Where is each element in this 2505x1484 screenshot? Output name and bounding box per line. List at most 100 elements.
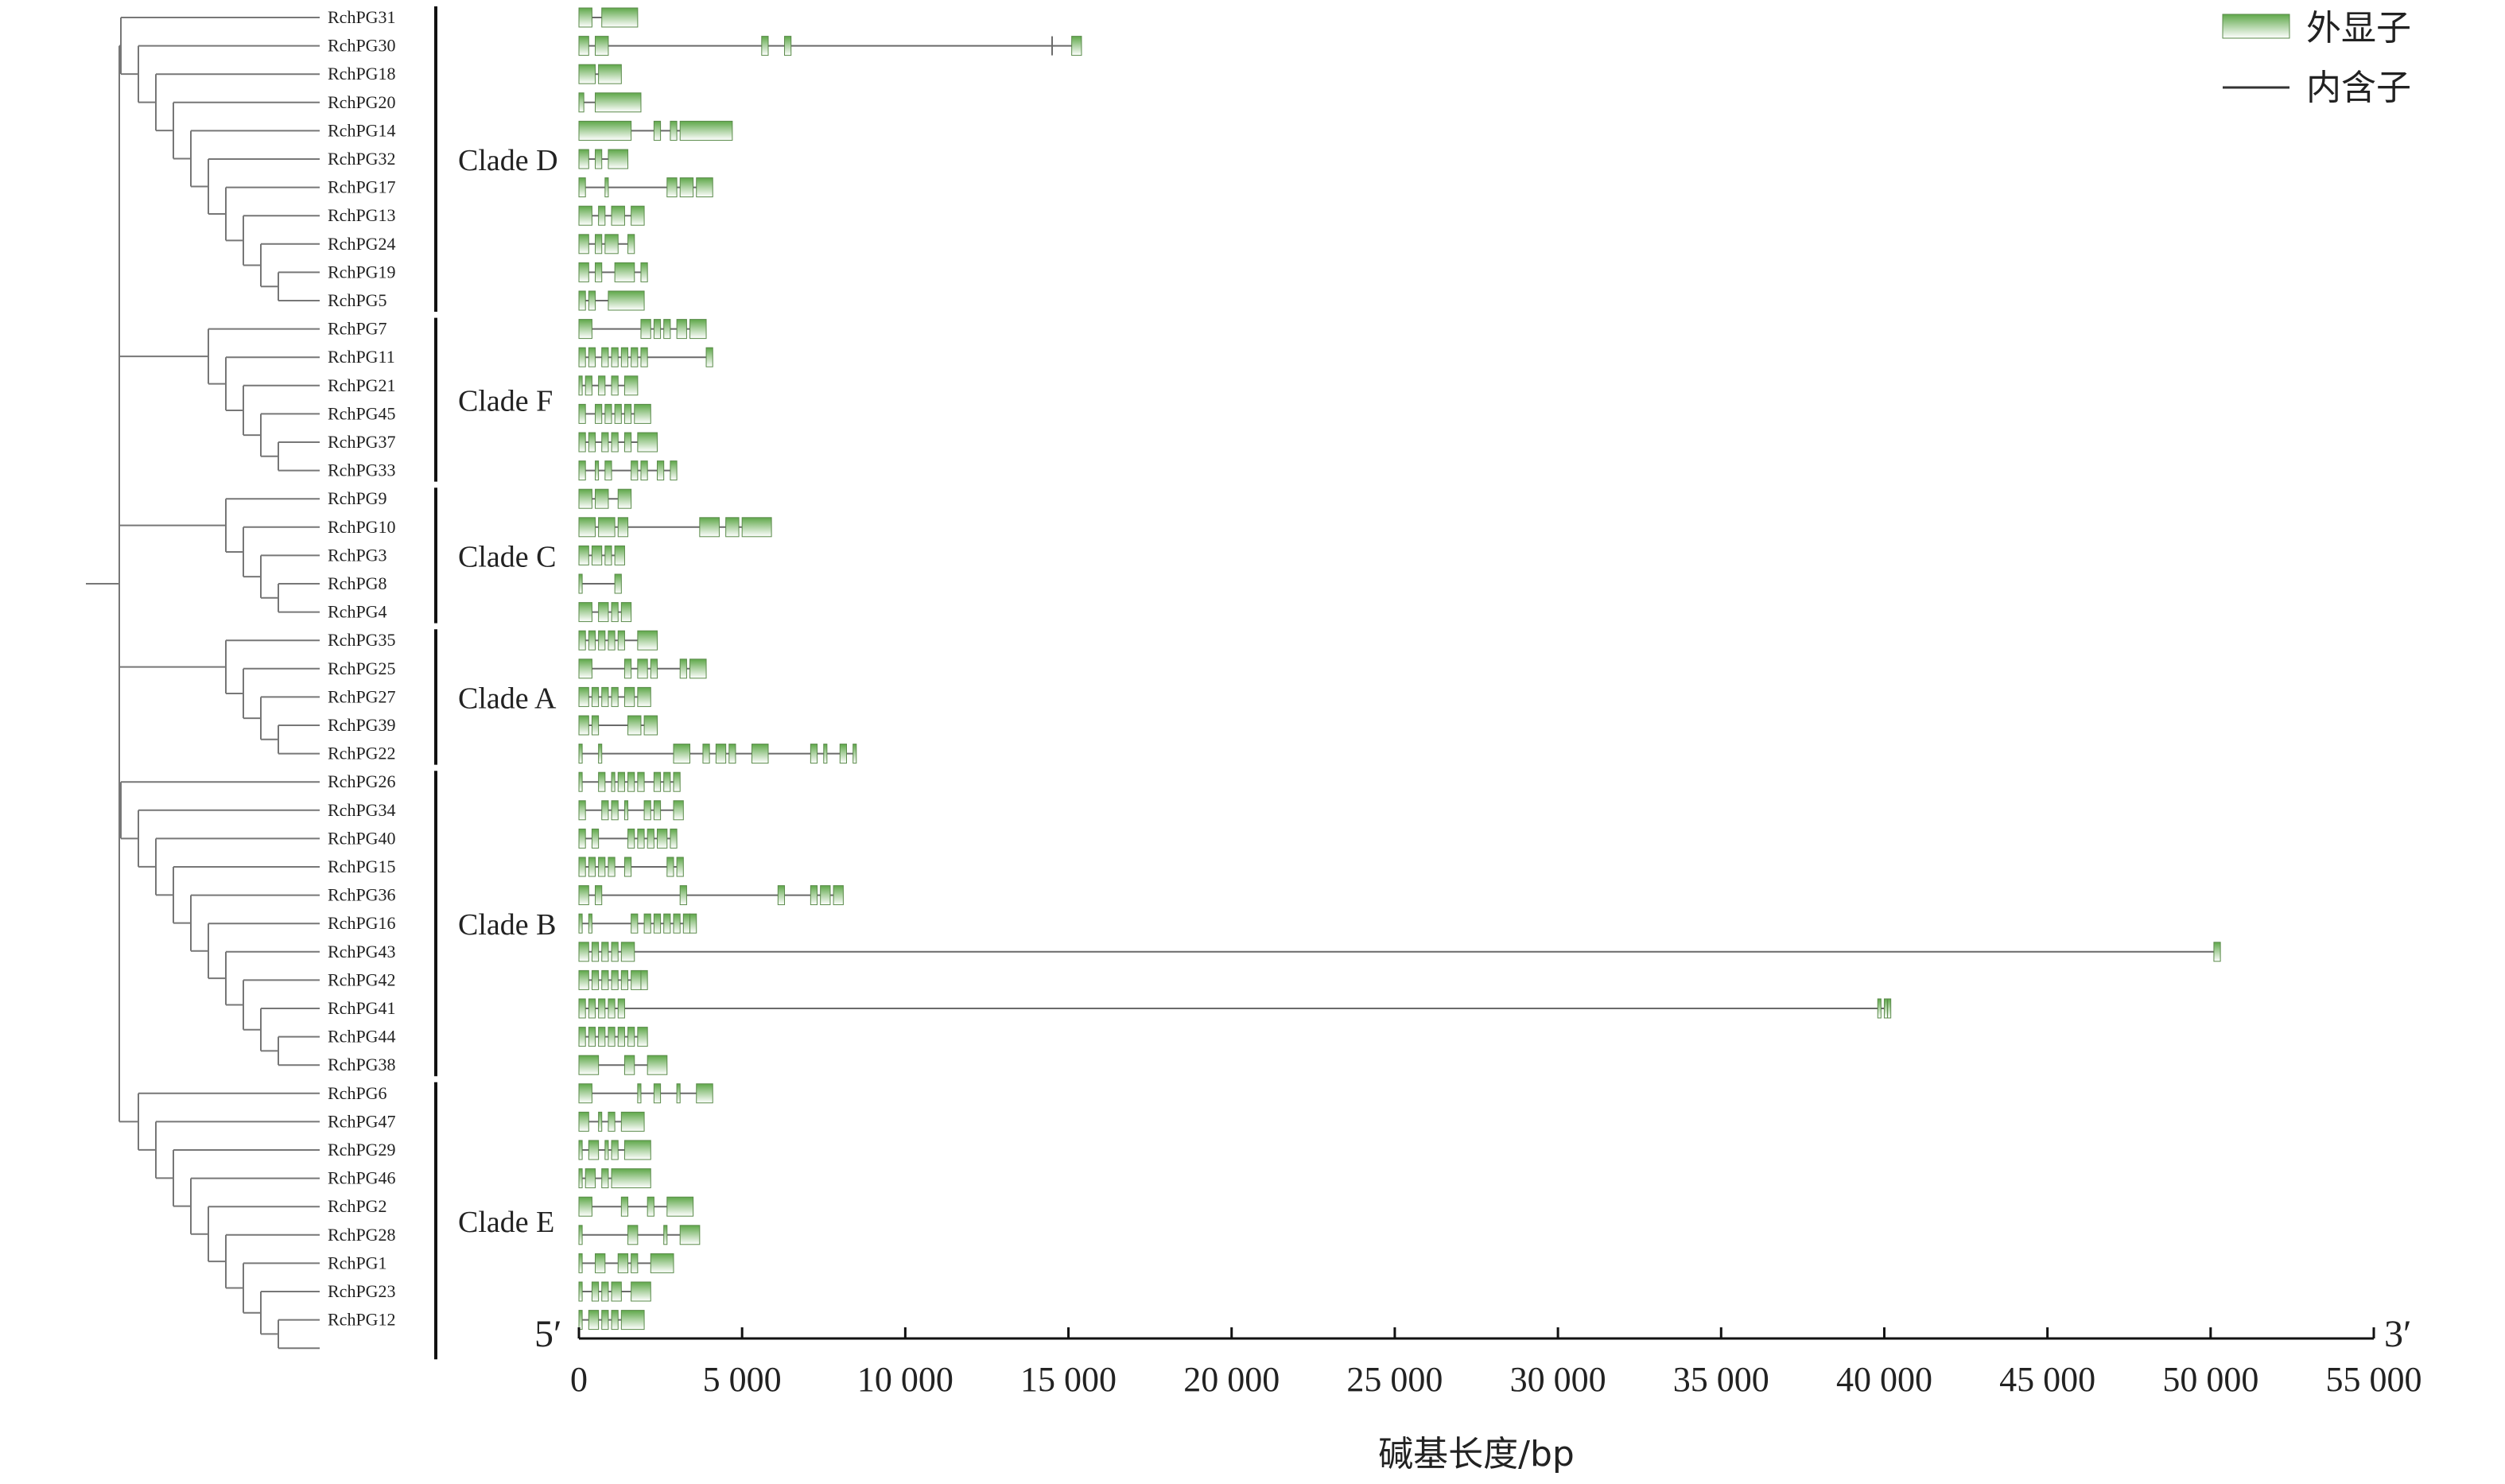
gene-label: RchPG45 (328, 403, 396, 423)
exon-block (699, 517, 720, 538)
tick-label: 15 000 (1020, 1360, 1117, 1399)
exon-block (631, 913, 639, 934)
exon-block (1877, 998, 1882, 1019)
exon-block (578, 686, 589, 707)
gene-track (578, 800, 684, 821)
exon-block (591, 686, 600, 707)
gene-label: RchPG9 (328, 488, 387, 508)
exon-block (702, 744, 710, 764)
exon-block (601, 800, 609, 821)
clade-label: Clade E (458, 1206, 554, 1239)
exon-block (611, 347, 619, 367)
exon-block (578, 573, 583, 594)
gene-label: RchPG34 (328, 800, 396, 820)
tick-label: 25 000 (1346, 1360, 1443, 1399)
exon-block (663, 319, 671, 340)
gene-label: RchPG10 (328, 517, 396, 537)
exon-block (673, 744, 691, 764)
gene-track (578, 403, 651, 424)
exon-block (623, 1055, 635, 1075)
exon-block (588, 1310, 600, 1331)
exon-block (1071, 36, 1082, 56)
exon-block (810, 744, 818, 764)
exon-block (578, 857, 586, 877)
exon-block (650, 658, 658, 679)
exon-block (653, 800, 662, 821)
exon-block (598, 1027, 606, 1047)
exon-block (777, 885, 786, 906)
exon-block (620, 1196, 629, 1217)
exon-block (852, 744, 857, 764)
exon-block (584, 375, 592, 396)
clade-label: Clade B (458, 908, 556, 942)
gene-track (578, 658, 707, 679)
exon-block (679, 177, 694, 198)
gene-label: RchPG20 (328, 92, 396, 112)
exon-block (611, 1168, 651, 1189)
exon-block (578, 1281, 583, 1302)
exon-block (601, 7, 639, 28)
exon-block (578, 800, 586, 821)
gene-track (578, 1196, 694, 1217)
exon-block (578, 1083, 592, 1104)
exon-block (666, 1196, 694, 1217)
exon-block (578, 1055, 600, 1075)
exon-block (578, 658, 592, 679)
exon-block (617, 1027, 625, 1047)
exon-block (623, 1140, 651, 1160)
exon-block (676, 319, 687, 340)
exon-block (647, 1196, 654, 1217)
exon-block (608, 998, 616, 1019)
gene-track (578, 1253, 674, 1273)
exon-block (728, 744, 736, 764)
gene-track (578, 205, 645, 226)
exon-block (614, 545, 625, 565)
exon-block (614, 573, 622, 594)
exon-block (588, 347, 596, 367)
exon-block (656, 460, 665, 481)
legend-exon-swatch (2222, 14, 2290, 39)
gene-label: RchPG15 (328, 857, 396, 876)
exon-block (761, 36, 769, 56)
exon-block (637, 1083, 642, 1104)
exon-block (578, 913, 583, 934)
gene-label: RchPG14 (328, 120, 396, 140)
exon-block (584, 1168, 596, 1189)
exon-block (611, 942, 619, 962)
exon-block (601, 347, 609, 367)
exon-block (637, 658, 648, 679)
exon-block (601, 1310, 609, 1331)
exon-block (617, 1253, 629, 1273)
exon-block (604, 545, 612, 565)
exon-block (604, 403, 612, 424)
exon-block (673, 800, 684, 821)
exon-block (689, 913, 697, 934)
exon-block (608, 1111, 616, 1132)
gene-structures (578, 7, 2221, 1331)
exon-block (617, 517, 629, 538)
exon-block (653, 913, 662, 934)
exon-block (591, 715, 600, 736)
gene-track (578, 771, 681, 792)
gene-label: RchPG46 (328, 1168, 396, 1188)
exon-block (578, 715, 589, 736)
gene-track (578, 602, 632, 623)
exon-block (591, 942, 600, 962)
exon-block (604, 1140, 609, 1160)
exon-block (640, 969, 648, 990)
gene-label: RchPG19 (328, 262, 396, 282)
gene-label: RchPG26 (328, 771, 396, 791)
gene-track (578, 347, 713, 367)
exon-block (578, 1225, 583, 1245)
tick-label: 10 000 (857, 1360, 953, 1399)
exon-block (666, 857, 674, 877)
gene-label: RchPG17 (328, 177, 396, 197)
exon-block (598, 744, 603, 764)
exon-block (640, 347, 648, 367)
exon-block (637, 771, 645, 792)
exon-block (578, 120, 632, 141)
exon-block (617, 488, 632, 509)
exon-block (608, 1027, 616, 1047)
exon-block (631, 460, 639, 481)
gene-label: RchPG1 (328, 1253, 387, 1272)
